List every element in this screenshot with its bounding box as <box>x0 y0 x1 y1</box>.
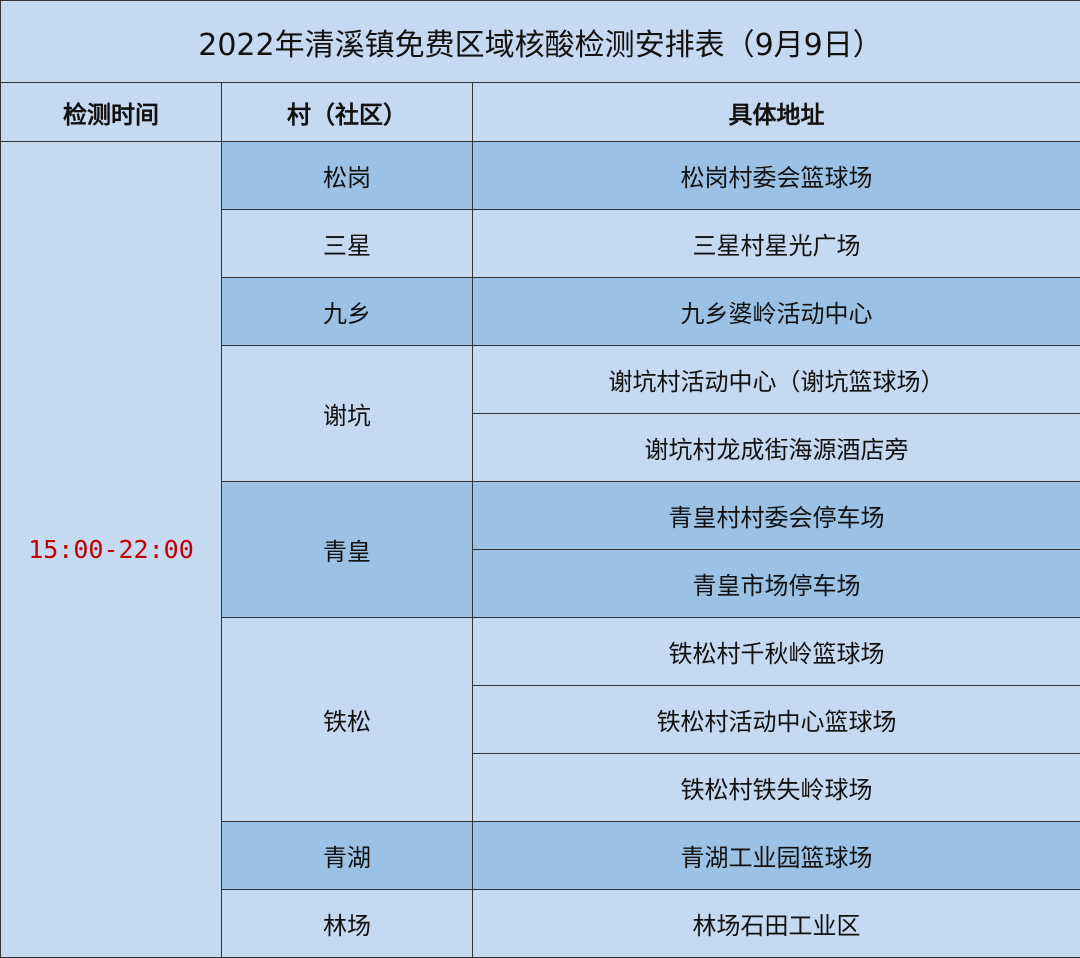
address: 青皇市场停车场 <box>471 549 1080 618</box>
table-row: 15:00-22:00 松岗 松岗村委会篮球场 <box>0 141 1080 958</box>
address: 林场石田工业区 <box>471 889 1080 958</box>
address: 铁松村活动中心篮球场 <box>471 685 1080 754</box>
table-title: 2022年清溪镇免费区域核酸检测安排表（9月9日） <box>0 0 1080 83</box>
address: 青皇村村委会停车场 <box>471 481 1080 550</box>
address: 铁松村千秋岭篮球场 <box>471 617 1080 686</box>
village-name: 铁松 <box>221 617 473 822</box>
address: 铁松村铁失岭球场 <box>471 753 1080 822</box>
header-time: 检测时间 <box>0 82 222 142</box>
village-name: 青湖 <box>221 821 473 890</box>
address: 三星村星光广场 <box>471 209 1080 278</box>
table-row: 九乡 九乡婆岭活动中心 <box>1 277 1080 346</box>
village-name: 青皇 <box>221 481 473 618</box>
test-time: 15:00-22:00 <box>0 141 222 958</box>
village-name: 九乡 <box>221 277 473 346</box>
village-name: 三星 <box>221 209 473 278</box>
village-name: 松岗 <box>221 141 473 210</box>
table-row: 铁松 铁松村千秋岭篮球场 <box>1 617 1080 822</box>
table-row: 三星 三星村星光广场 <box>1 209 1080 278</box>
table-row: 谢坑村龙成街海源酒店旁 <box>1 413 1080 482</box>
village-name: 谢坑 <box>221 345 473 482</box>
address: 谢坑村活动中心（谢坑篮球场） <box>471 345 1080 414</box>
address: 青湖工业园篮球场 <box>471 821 1080 890</box>
table-row: 青皇 青皇村村委会停车场 <box>1 481 1080 618</box>
header-village: 村（社区） <box>221 82 473 142</box>
address: 谢坑村龙成街海源酒店旁 <box>471 413 1080 482</box>
address: 松岗村委会篮球场 <box>471 141 1080 210</box>
table-row: 铁松村活动中心篮球场 <box>1 685 1080 754</box>
table-row: 青皇市场停车场 <box>1 549 1080 618</box>
header-address: 具体地址 <box>471 82 1080 142</box>
village-name: 林场 <box>221 889 473 958</box>
table-row: 谢坑 谢坑村活动中心（谢坑篮球场） <box>1 345 1080 482</box>
address: 九乡婆岭活动中心 <box>471 277 1080 346</box>
table-row: 林场 林场石田工业区 <box>1 889 1080 958</box>
